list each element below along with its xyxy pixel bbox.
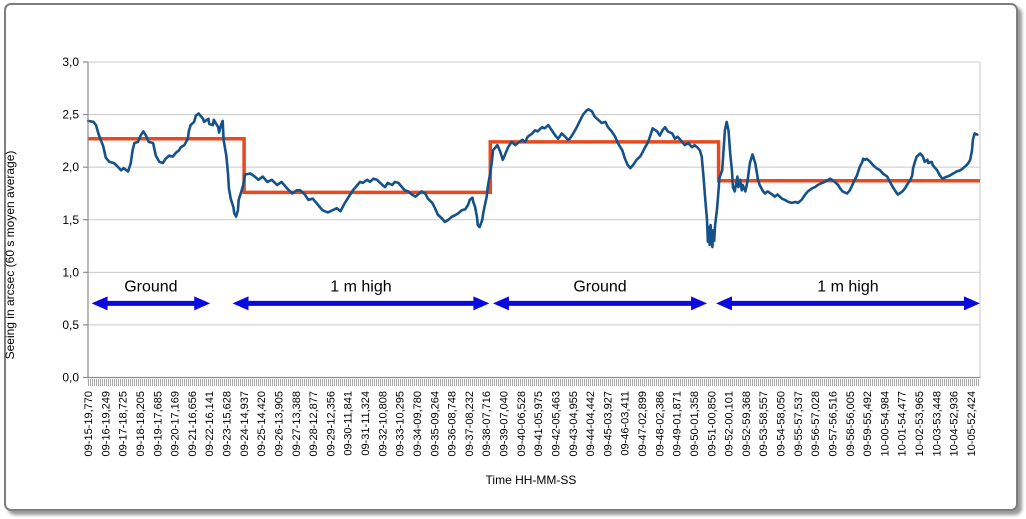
x-tick-label: 09-38-07,716 (481, 391, 493, 456)
x-tick-label: 09-35-09,264 (429, 391, 441, 456)
x-tick-label: 09-55-57,537 (793, 391, 805, 456)
y-axis-title: Seeing in arcsec (60 s moyen average) (3, 151, 17, 360)
x-tick-label: 09-58-56,005 (845, 391, 857, 456)
x-tick-label: 09-59-55,492 (862, 391, 874, 456)
y-tick-label: 0,0 (62, 371, 79, 385)
x-tick-label: 09-57-56,516 (827, 391, 839, 456)
y-tick-label: 3,0 (62, 55, 79, 69)
x-tick-label: 09-44-04,442 (585, 391, 597, 456)
x-tick-label: 09-45-03,927 (602, 391, 614, 456)
x-tick-label: 09-46-03,411 (620, 391, 632, 456)
x-tick-band (88, 379, 980, 386)
arrow-head-left (91, 296, 108, 311)
range-label: Ground (124, 278, 177, 295)
y-tick-label: 1,0 (62, 265, 79, 279)
y-tick-label: 2,0 (62, 160, 79, 174)
x-tick-label: 10-00-54,984 (879, 391, 891, 456)
x-tick-label: 09-18-18,205 (135, 391, 147, 456)
x-tick-label: 09-36-08,748 (447, 391, 459, 456)
x-tick-label: 09-22-16,141 (204, 391, 216, 456)
x-tick-label: 09-23-15,628 (222, 391, 234, 456)
x-tick-label: 09-56-57,028 (810, 391, 822, 456)
chart-frame (4, 3, 1018, 511)
y-tick-label: 1,5 (62, 213, 79, 227)
x-tick-label: 09-51-00,850 (706, 391, 718, 456)
x-tick-label: 09-24-14,937 (239, 391, 251, 456)
arrow-head-right (691, 296, 708, 311)
axes (83, 61, 980, 386)
x-tick-label: 09-26-13,905 (273, 391, 285, 456)
y-tick-label: 0,5 (62, 318, 79, 332)
x-tick-label: 09-32-10,808 (377, 391, 389, 456)
x-tick-label: 10-02-53,965 (914, 391, 926, 456)
x-tick-label: 09-28-12,877 (308, 391, 320, 456)
x-tick-label: 09-53-58,557 (758, 391, 770, 456)
x-tick-label: 09-50-01,358 (689, 391, 701, 456)
x-axis-title: Time HH-MM-SS (486, 473, 577, 487)
x-tick-label: 09-47-02,899 (637, 391, 649, 456)
range-arrow (715, 296, 980, 311)
x-tick-label: 10-01-54,477 (897, 391, 909, 456)
x-tick-label: 09-17-18,725 (118, 391, 130, 456)
x-tick-label: 09-33-10,295 (395, 391, 407, 456)
x-tick-labels: 09-15-19,770 09-16-19,249 09-17-18,725 09-1… (83, 391, 978, 456)
x-tick-label: 10-04-52,936 (949, 391, 961, 456)
x-tick-label: 09-27-13,388 (291, 391, 303, 456)
x-tick-label: 09-42-05,463 (550, 391, 562, 456)
range-label: Ground (573, 278, 626, 295)
seeing-line (86, 108, 979, 249)
arrow-head-left (492, 296, 509, 311)
x-tick-label: 09-52-59,368 (741, 391, 753, 456)
range-arrow (492, 296, 708, 311)
range-label: 1 m high (817, 278, 878, 295)
x-tick-label: 09-37-08,232 (464, 391, 476, 456)
x-tick-label: 09-39-07,040 (499, 391, 511, 456)
x-tick-label: 09-43-04,955 (568, 391, 580, 456)
gridlines (88, 61, 981, 378)
arrow-head-right (473, 296, 490, 311)
x-tick-label: 09-40-06,528 (516, 391, 528, 456)
arrow-head-right (194, 296, 211, 311)
x-tick-label: 09-49-01,871 (672, 391, 684, 456)
arrow-head-left (715, 296, 732, 311)
range-arrow (91, 296, 211, 311)
x-tick-label: 09-34-09,780 (412, 391, 424, 456)
x-tick-label: 09-48-02,386 (654, 391, 666, 456)
x-tick-label: 09-15-19,770 (83, 391, 95, 456)
x-tick-label: 09-30-11,841 (343, 391, 355, 456)
range-label: 1 m high (330, 278, 391, 295)
x-tick-label: 09-29-12,356 (325, 391, 337, 456)
arrow-head-right (964, 296, 980, 311)
range-arrow (232, 296, 490, 311)
x-tick-label: 09-21-16,656 (187, 391, 199, 456)
x-tick-label: 09-41-05,975 (533, 391, 545, 456)
average-step-series (88, 137, 980, 195)
x-tick-label: 09-19-17,685 (152, 391, 164, 456)
y-tick-label: 2,5 (62, 108, 79, 122)
y-tick-labels: 0,0 0,5 1,0 1,5 2,0 2,5 3,0 (62, 55, 79, 385)
seeing-series (86, 108, 979, 249)
x-tick-label: 09-52-00,101 (724, 391, 736, 456)
average-line (88, 137, 980, 195)
x-tick-label: 10-05-52,424 (966, 391, 978, 456)
segment-annotations: Ground 1 m high Ground 1 m high (91, 278, 980, 311)
x-tick-label: 09-20-17,169 (170, 391, 182, 456)
x-tick-label: 09-16-19,249 (100, 391, 112, 456)
arrow-head-left (232, 296, 249, 311)
x-tick-label: 09-31-11,324 (360, 391, 372, 456)
x-tick-label: 09-25-14,420 (256, 391, 268, 456)
x-tick-label: 09-54-58,050 (776, 391, 788, 456)
x-tick-label: 10-03-53,448 (931, 391, 943, 456)
